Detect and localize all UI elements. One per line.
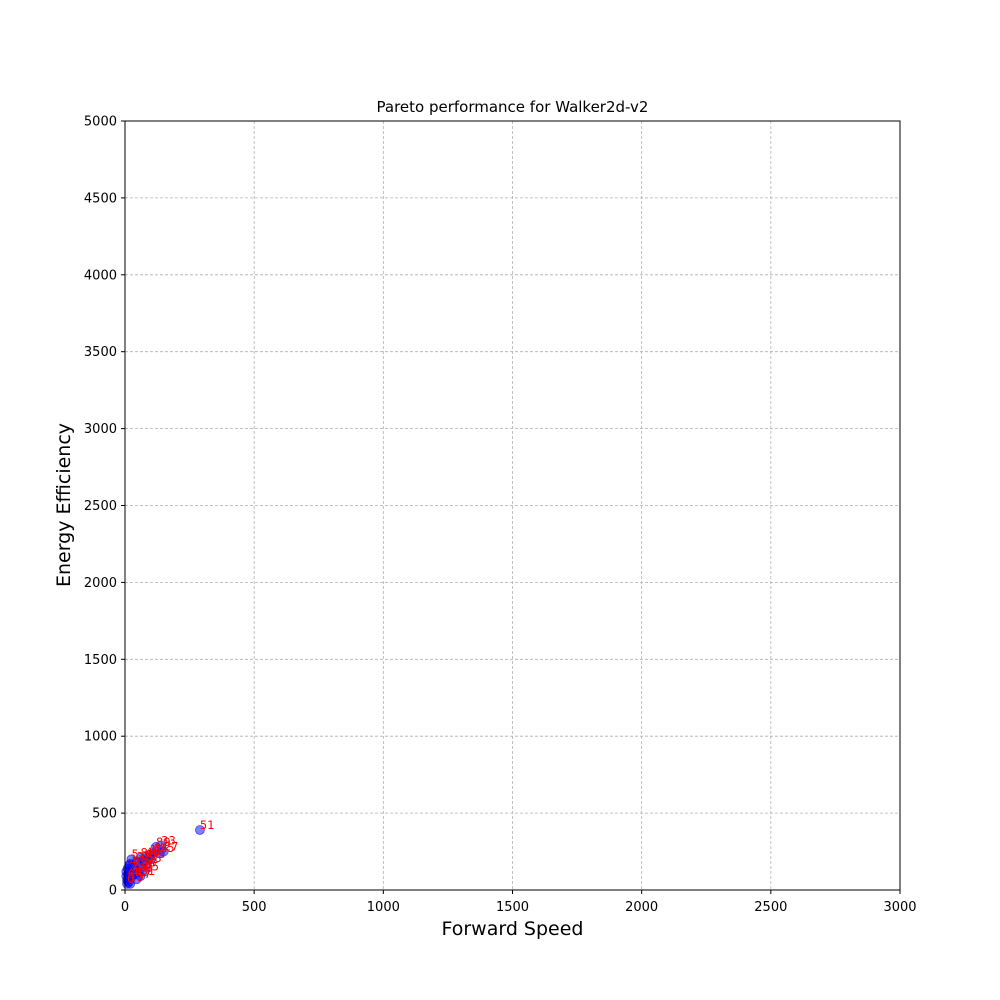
x-axis-label: Forward Speed [441, 918, 583, 940]
x-tick-label: 500 [242, 900, 267, 915]
y-tick-label: 3000 [84, 422, 117, 437]
point-label: 10 [129, 870, 144, 884]
point-label: 9 [134, 863, 141, 877]
x-tick-label: 1500 [496, 900, 529, 915]
x-tick-label: 0 [121, 900, 129, 915]
scatter-point [123, 869, 134, 880]
point-label: 2 [129, 860, 136, 874]
point-label: 27 [164, 840, 179, 854]
point-label: 5 [131, 847, 138, 861]
point-label: 64 [153, 841, 168, 855]
point-label: 40 [146, 845, 161, 859]
y-tick-label: 1000 [84, 730, 117, 745]
x-tick-label: 1000 [367, 900, 400, 915]
y-tick-label: 1500 [84, 653, 117, 668]
x-axis-ticks: 0 500 1000 1500 2000 2500 3000 [121, 890, 917, 915]
point-label: 22 [143, 849, 158, 863]
point-label: 73 [151, 847, 166, 861]
y-tick-label: 500 [92, 807, 117, 822]
point-label: 1 [130, 852, 137, 866]
point-label: 8 [141, 846, 148, 860]
chart-title: Pareto performance for Walker2d-v2 [377, 98, 649, 116]
y-axis-ticks: 0 500 1000 1500 2000 2500 3000 3500 4000 4500 5000 [84, 115, 125, 899]
point-label: 51 [200, 818, 215, 832]
point-label: 58 [147, 851, 162, 865]
scatter-point [195, 825, 205, 835]
point-label: 17 [137, 867, 152, 881]
point-label: 19 [139, 853, 154, 867]
point-label: 15 [160, 841, 175, 855]
y-tick-label: 2500 [84, 499, 117, 514]
y-tick-label: 4500 [84, 191, 117, 206]
x-tick-label: 3000 [883, 900, 916, 915]
point-label: 4 [131, 865, 138, 879]
point-label: 36 [142, 856, 157, 870]
point-label: 12 [150, 843, 165, 857]
point-label: 31 [141, 864, 156, 878]
point-label: 7 [133, 855, 140, 869]
y-tick-label: 4000 [84, 268, 117, 283]
y-tick-label: 3500 [84, 345, 117, 360]
point-label: 28 [138, 861, 153, 875]
point-label: 33 [161, 833, 176, 847]
point-label: 0 [127, 872, 134, 886]
x-tick-label: 2500 [754, 900, 787, 915]
point-label: 6 [128, 867, 135, 881]
point-label: 3 [137, 850, 144, 864]
point-label: 11 [135, 858, 150, 872]
x-tick-label: 2000 [625, 900, 658, 915]
scatter-point [125, 878, 136, 889]
y-axis-label: Energy Efficiency [53, 423, 75, 587]
y-tick-label: 2000 [84, 576, 117, 591]
y-tick-label: 0 [109, 884, 117, 899]
point-label: 45 [144, 860, 159, 874]
point-label: 89 [156, 835, 171, 849]
y-tick-label: 5000 [84, 115, 117, 130]
